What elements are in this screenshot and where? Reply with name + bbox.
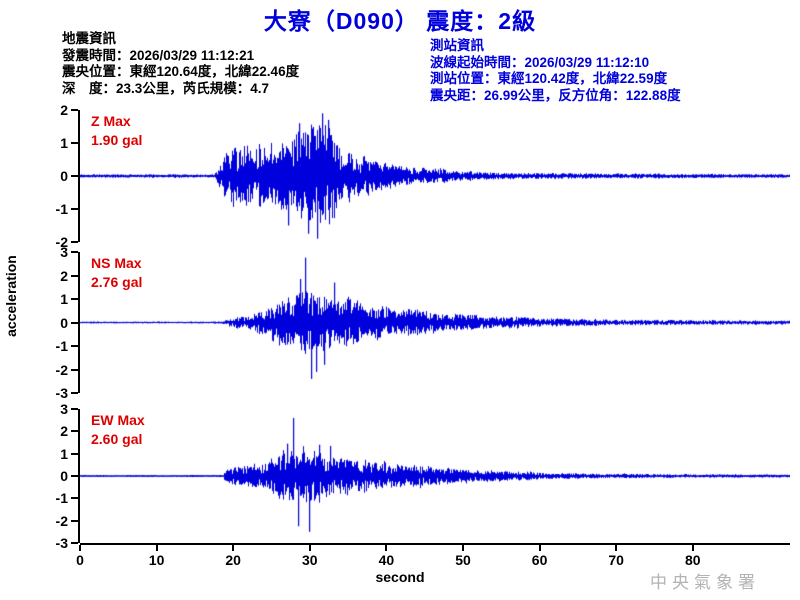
y-tick-ns (71, 321, 78, 324)
y-tick-label-ew: 2 (60, 423, 68, 440)
y-tick-label-ns: 1 (60, 291, 68, 307)
y-tick-ns (71, 345, 78, 347)
x-tick (538, 545, 541, 551)
y-tick-ns (71, 274, 78, 277)
y-tick-label-ns: -3 (55, 385, 68, 401)
y-tick-label-ns: -1 (55, 338, 68, 354)
y-tick-ew (71, 408, 78, 410)
y-tick-label-ns: 0 (60, 314, 68, 331)
page-title: 大寮（D090） 震度：2級 (263, 8, 537, 34)
y-axis-z (78, 110, 80, 242)
station-distance-azimuth: 震央距：26.99公里，反方位角：122.88度 (430, 87, 681, 103)
x-tick (79, 545, 81, 551)
x-tick-label: 0 (76, 552, 84, 568)
y-tick-z (71, 142, 78, 144)
x-tick (385, 545, 388, 551)
x-axis-title: second (375, 569, 425, 585)
x-axis (80, 543, 790, 545)
x-tick (308, 545, 311, 551)
event-info-heading: 地震資訊 (62, 31, 116, 46)
y-tick-label-z: 0 (60, 168, 68, 184)
x-tick-label: 60 (531, 552, 548, 568)
y-tick-label-ew: 3 (60, 401, 68, 417)
y-tick-label-ew: -2 (55, 512, 68, 529)
y-tick-label-z: 1 (60, 135, 68, 151)
y-tick-ns (71, 251, 78, 253)
y-tick-z (71, 175, 78, 177)
waveform-trace-ew (80, 408, 790, 544)
channel-max-value-z: 1.90 gal (91, 132, 143, 148)
station-location: 測站位置：東經120.42度，北緯22.59度 (430, 71, 668, 86)
x-tick-label: 30 (302, 552, 318, 568)
y-tick-label-z: -2 (55, 234, 68, 250)
y-tick-label-ns: 2 (60, 267, 68, 284)
x-tick-label: 80 (685, 552, 701, 568)
x-tick (232, 545, 235, 551)
y-tick-ew (71, 430, 78, 433)
y-tick-ns (71, 392, 78, 394)
y-tick-z (71, 109, 78, 111)
y-tick-label-ns: 3 (60, 244, 68, 260)
y-tick-z (71, 208, 78, 210)
x-tick (462, 545, 464, 551)
y-tick-ns (71, 368, 78, 371)
y-tick-ew (71, 541, 78, 544)
y-tick-label-ns: -2 (55, 361, 68, 378)
y-tick-ew (71, 452, 78, 455)
channel-max-value-ew: 2.60 gal (91, 431, 143, 447)
y-tick-ew (71, 475, 78, 477)
y-tick-ew (71, 519, 78, 522)
agency-watermark: 中央氣象署 (650, 573, 760, 593)
x-tick-label: 10 (148, 552, 165, 568)
event-epicenter-location: 震央位置：東經120.64度，北緯22.46度 (62, 64, 300, 79)
x-tick-label: 50 (455, 552, 471, 568)
y-axis-ew (78, 409, 80, 543)
y-tick-label-ew: 0 (60, 468, 68, 484)
event-depth-magnitude: 深 度：23.3公里，芮氏規模：4.7 (62, 80, 270, 96)
y-tick-label-z: 2 (60, 102, 68, 118)
channel-max-name-ew: EW Max (91, 412, 145, 428)
y-axis-ns (78, 252, 80, 393)
x-tick-label: 40 (378, 552, 395, 568)
event-origin-time: 發震時間：2026/03/29 11:12:21 (62, 47, 255, 63)
waveform-trace-z (80, 109, 790, 243)
x-tick-label: 70 (608, 552, 624, 568)
x-tick (155, 545, 158, 551)
station-wave-start-time: 波線起始時間：2026/03/29 11:12:10 (430, 54, 650, 70)
x-tick (615, 545, 618, 551)
y-tick-label-ew: 1 (60, 445, 68, 462)
y-axis-title: acceleration (3, 255, 19, 337)
y-tick-label-ew: -1 (55, 490, 68, 507)
y-tick-label-z: -1 (55, 201, 68, 217)
station-info-block: 測站資訊 波線起始時間：2026/03/29 11:12:10 測站位置：東經1… (430, 38, 681, 104)
y-tick-ns (71, 298, 78, 300)
channel-max-name-z: Z Max (91, 113, 131, 129)
x-tick-label: 20 (225, 552, 241, 568)
y-tick-ew (71, 497, 78, 500)
station-info-heading: 測站資訊 (430, 38, 484, 53)
y-tick-z (71, 241, 78, 243)
waveform-trace-ns (80, 251, 790, 394)
event-info-block: 地震資訊 發震時間：2026/03/29 11:12:21 震央位置：東經120… (62, 31, 299, 97)
x-tick (691, 545, 694, 551)
y-tick-label-ew: -3 (55, 534, 68, 551)
channel-max-name-ns: NS Max (91, 255, 142, 271)
channel-max-value-ns: 2.76 gal (91, 274, 143, 290)
